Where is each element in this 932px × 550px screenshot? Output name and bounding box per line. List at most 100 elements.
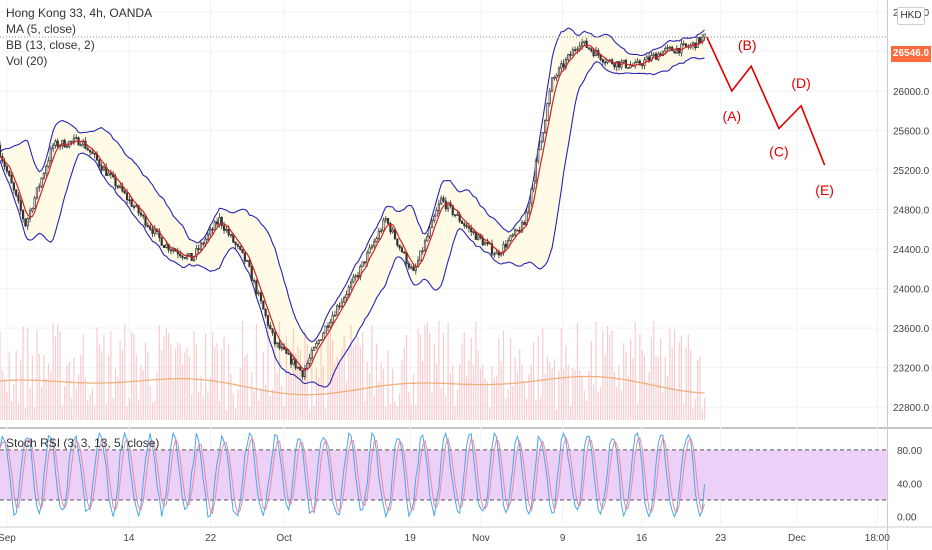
candle-body <box>246 260 249 262</box>
candle <box>169 247 173 255</box>
candle <box>21 209 25 223</box>
volume-bar <box>281 385 283 420</box>
candle <box>56 138 59 149</box>
volume-bar <box>399 393 401 420</box>
candle <box>460 219 464 224</box>
candle <box>213 220 216 231</box>
vol-legend[interactable]: Vol (20) <box>6 54 48 68</box>
candle <box>587 47 591 51</box>
projection-path <box>706 36 826 166</box>
candle <box>428 224 431 240</box>
volume-bar <box>597 391 599 420</box>
candle-body <box>227 229 230 236</box>
volume-bar <box>530 365 532 420</box>
volume-bar <box>703 397 706 420</box>
candle-body <box>391 229 394 233</box>
candle-body <box>460 220 464 224</box>
candle-body <box>52 144 55 150</box>
volume-bar <box>586 400 588 420</box>
price-tick-label-2: 26000.0 <box>893 87 930 98</box>
volume-bar <box>10 401 13 420</box>
volume-bar <box>373 395 375 420</box>
candle <box>326 322 330 332</box>
price-tick-label-7: 24000.0 <box>893 285 930 296</box>
candle <box>331 311 334 326</box>
symbol-title[interactable]: Hong Kong 33, 4h, OANDA <box>6 6 153 20</box>
candle-body <box>195 248 198 257</box>
candle-body <box>403 251 406 254</box>
candle-body <box>495 251 498 255</box>
volume-bar <box>84 378 87 420</box>
volume-bar <box>117 377 119 420</box>
volume-bar <box>639 334 641 420</box>
candle-body <box>627 67 630 69</box>
currency-button[interactable]: HKD <box>897 7 925 25</box>
candle-body <box>56 140 59 148</box>
time-tick-label-0: Sep <box>0 533 16 544</box>
candle-body <box>273 332 276 345</box>
volume-bar <box>694 398 696 420</box>
volume-bar <box>560 328 562 420</box>
candle-body <box>102 166 106 171</box>
volume-bar <box>500 361 502 420</box>
volume-bar <box>574 370 576 420</box>
candle-body <box>569 54 572 56</box>
volume-bar <box>454 406 456 420</box>
candle <box>35 187 39 200</box>
candle-body <box>527 202 531 213</box>
stoch-legend[interactable]: Stoch RSI (3, 3, 13, 5, close) <box>6 436 160 450</box>
candle <box>333 310 337 317</box>
volume-bar <box>334 363 336 420</box>
volume-bar <box>137 399 140 420</box>
candle-body <box>652 53 655 56</box>
volume-bar <box>211 331 214 420</box>
volume-bar <box>142 369 144 420</box>
candle-body <box>162 245 166 248</box>
volume-bar <box>690 349 692 420</box>
candle-body <box>534 160 537 182</box>
volume-bar <box>482 365 484 420</box>
candle-body <box>292 359 295 365</box>
volume-bar <box>565 345 567 420</box>
candle-body <box>477 234 480 240</box>
candle <box>123 189 126 195</box>
candle-body <box>580 42 584 47</box>
candle <box>199 240 203 253</box>
candle-body <box>139 212 143 216</box>
candle-body <box>615 61 618 68</box>
candle <box>310 347 313 361</box>
time-tick-label-10: 18:00 <box>865 533 890 544</box>
candle-body <box>315 343 318 348</box>
candle <box>509 235 512 243</box>
candle-body <box>146 224 149 227</box>
candle-body <box>107 172 110 176</box>
candle-body <box>493 253 496 256</box>
ma-legend[interactable]: MA (5, close) <box>6 22 77 36</box>
volume-bar <box>179 344 181 420</box>
candle <box>8 170 11 178</box>
volume-bar <box>542 328 544 420</box>
volume-bar <box>465 376 468 420</box>
volume-bar <box>96 327 98 420</box>
volume-bar <box>283 406 285 420</box>
candle-body <box>93 153 96 155</box>
candle <box>139 210 143 218</box>
volume-bar <box>544 373 546 420</box>
candle <box>539 140 542 151</box>
candle <box>382 217 385 233</box>
volume-bar <box>526 398 528 420</box>
volume-bar <box>442 333 445 420</box>
candle <box>26 217 29 231</box>
volume-bar <box>135 354 137 420</box>
candle-body <box>31 208 34 212</box>
candle-body <box>343 297 346 303</box>
candle <box>368 244 371 254</box>
volume-bar <box>368 373 371 420</box>
candle-body <box>88 149 92 153</box>
bb-legend[interactable]: BB (13, close, 2) <box>6 38 95 52</box>
candle <box>534 158 537 184</box>
candle <box>548 87 551 107</box>
candle-body <box>236 244 240 247</box>
candle-body <box>514 229 517 236</box>
